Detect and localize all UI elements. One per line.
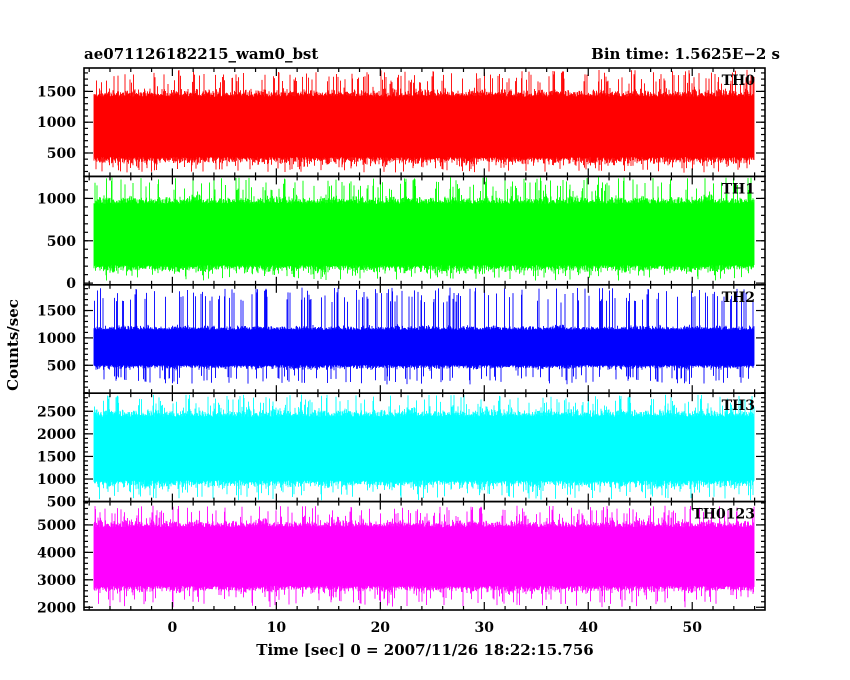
x-tick-label: 10 bbox=[267, 620, 287, 636]
y-tick-label: 2000 bbox=[37, 600, 76, 616]
y-tick-label: 1500 bbox=[37, 449, 76, 465]
y-tick-label: 500 bbox=[47, 234, 76, 250]
series-th0123 bbox=[93, 505, 755, 608]
x-tick-label: 50 bbox=[682, 620, 702, 636]
panel-th3: 500 1000 1500 2000 2500 TH3 bbox=[37, 392, 766, 511]
y-tick-label: 1000 bbox=[37, 115, 76, 131]
x-tick-label: 20 bbox=[371, 620, 391, 636]
series-th1 bbox=[93, 177, 755, 281]
y-tick-label: 4000 bbox=[37, 545, 76, 561]
x-tick-label: 30 bbox=[475, 620, 495, 636]
panel-label: TH0 bbox=[722, 73, 756, 89]
panel-label: TH0123 bbox=[692, 507, 755, 523]
y-tick-label: 500 bbox=[47, 146, 76, 162]
panel-frame bbox=[83, 500, 766, 611]
y-tick-label: 1500 bbox=[37, 304, 76, 320]
y-tick-label: 1500 bbox=[37, 84, 76, 100]
y-tick-label: 500 bbox=[47, 358, 76, 374]
title-right: Bin time: 1.5625E−2 s bbox=[591, 45, 780, 63]
y-tick-label: 5000 bbox=[37, 518, 76, 534]
panel-th1: 0 500 1000 TH1 bbox=[37, 175, 766, 292]
y-tick-label: 0 bbox=[66, 276, 76, 292]
y-tick-label: 500 bbox=[47, 495, 76, 511]
x-tick-label: 0 bbox=[167, 620, 177, 636]
y-axis-label: Counts/sec bbox=[4, 299, 22, 391]
y-tick-label: 2000 bbox=[37, 427, 76, 443]
y-tick-label: 1000 bbox=[37, 191, 76, 207]
panel-label: TH2 bbox=[722, 290, 755, 306]
panel-label: TH1 bbox=[722, 181, 755, 197]
series-th0 bbox=[93, 69, 755, 173]
panels: 50010001500TH005001000TH150010001500TH25… bbox=[37, 67, 766, 616]
panel-label: TH3 bbox=[722, 398, 755, 414]
x-tick-label: 40 bbox=[579, 620, 599, 636]
x-axis-label: Time [sec] 0 = 2007/11/26 18:22:15.756 bbox=[256, 641, 593, 659]
y-tick-label: 2500 bbox=[37, 404, 76, 420]
panel-th0: 500 1000 1500 TH0 bbox=[37, 67, 766, 178]
title-left: ae071126182215_wam0_bst bbox=[84, 45, 318, 63]
panel-th2: 500 1000 1500 TH2 bbox=[37, 283, 766, 394]
series-th3 bbox=[93, 394, 755, 501]
x-axis: 0 10 20 30 40 50 bbox=[167, 620, 702, 636]
panel-th0123: 2000 3000 4000 5000 TH0123 bbox=[37, 500, 766, 616]
y-tick-label: 1000 bbox=[37, 472, 76, 488]
series-th2 bbox=[93, 287, 755, 385]
y-tick-label: 1000 bbox=[37, 331, 76, 347]
y-tick-label: 3000 bbox=[37, 573, 76, 589]
